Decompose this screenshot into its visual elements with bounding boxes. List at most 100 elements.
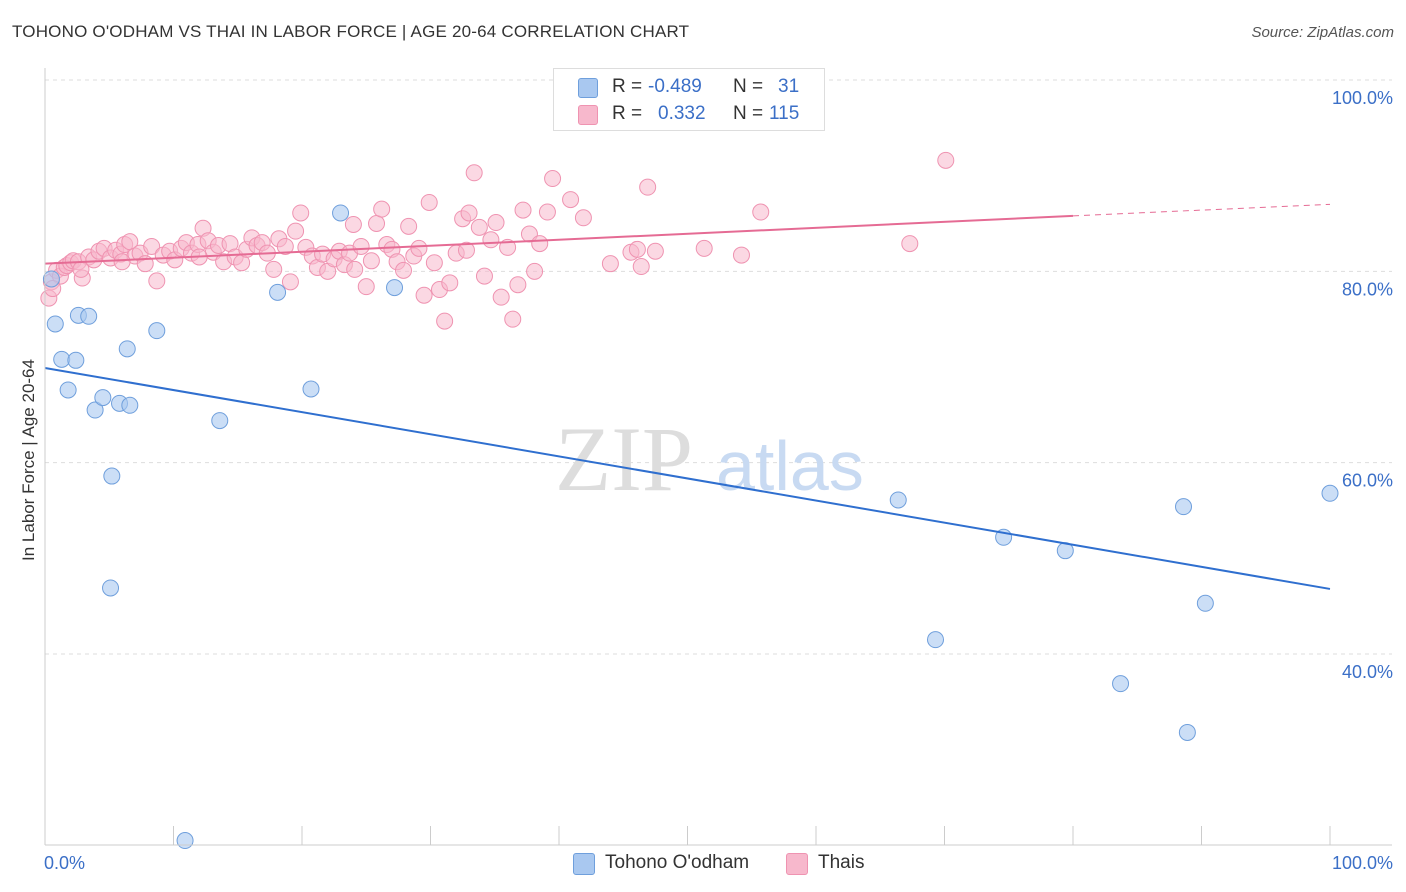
tohono-trend-line (44, 366, 1331, 590)
r-label: R = (612, 103, 643, 124)
thais-point (752, 203, 770, 221)
thais-point (287, 222, 305, 240)
thais-point (400, 217, 418, 235)
tohono-point (118, 340, 136, 358)
thais-point (509, 276, 527, 294)
tohono-point (386, 279, 404, 297)
tohono-point (302, 380, 320, 398)
thais-point (373, 200, 391, 218)
n-label: N = (733, 76, 764, 97)
thais-point (482, 231, 500, 249)
tohono-point (80, 307, 98, 325)
r-value: 0.332 (658, 103, 706, 124)
n-label: N = (733, 103, 764, 124)
tohono-point (46, 315, 64, 333)
thais-point (695, 239, 713, 257)
thais-point (460, 204, 478, 222)
thais-point (937, 151, 955, 169)
thais-point (562, 191, 580, 209)
thais-point (901, 235, 919, 253)
tohono-point (67, 351, 85, 369)
thais-point (276, 237, 294, 255)
thais-point (732, 246, 750, 264)
pink-swatch-icon (578, 105, 598, 125)
thais-point (514, 201, 532, 219)
source-label: Source: ZipAtlas.com (1251, 24, 1394, 41)
stats-row-tohono: R = -0.489 N = 31 (554, 74, 824, 100)
tohono-point (103, 467, 121, 485)
thais-point (531, 235, 549, 253)
thais-point (292, 204, 310, 222)
tohono-point (332, 204, 350, 222)
thais-point (395, 261, 413, 279)
pink-swatch-icon (786, 853, 808, 875)
thais-point (632, 258, 650, 276)
thais-point (574, 209, 592, 227)
thais-point (352, 237, 370, 255)
tohono-point (1196, 594, 1214, 612)
thais-point (538, 203, 556, 221)
r-value: -0.489 (648, 76, 702, 97)
thais-point (143, 237, 161, 255)
thais-point (470, 218, 488, 236)
thais-point (362, 252, 380, 270)
legend-label: Thais (818, 852, 865, 873)
thais-point (544, 170, 562, 188)
stats-box: R = -0.489 N = 31 R = 0.332 N = 115 (553, 68, 825, 131)
thais-point (148, 272, 166, 290)
blue-swatch-icon (573, 853, 595, 875)
thais-point (628, 240, 646, 258)
tohono-point (86, 401, 104, 419)
tohono-point (269, 283, 287, 301)
tohono-point (1178, 723, 1196, 741)
watermark: ZIP atlas (555, 408, 864, 510)
tohono-point (1112, 675, 1130, 693)
thais-point (344, 215, 362, 233)
grid-layer (45, 79, 1392, 655)
thais-point (346, 260, 364, 278)
thais-point (436, 312, 454, 330)
thais-point (526, 262, 544, 280)
thais-point (415, 286, 433, 304)
tohono-point (1321, 484, 1339, 502)
tohono-point (53, 350, 71, 368)
tohono-point (42, 270, 60, 288)
tohono-point (211, 412, 229, 430)
tohono-point (148, 322, 166, 340)
thais-point (499, 238, 517, 256)
thais-point (357, 278, 375, 296)
thais-point (368, 215, 386, 232)
chart-title: TOHONO O'ODHAM VS THAI IN LABOR FORCE | … (12, 22, 690, 41)
n-value: 115 (769, 103, 800, 124)
thais-points (40, 151, 955, 330)
legend-label: Tohono O'odham (605, 852, 750, 873)
stats-row-thais: R = 0.332 N = 115 (554, 101, 824, 127)
thais-point (601, 255, 619, 273)
y-tick-label: 80.0% (1342, 279, 1393, 299)
tohono-point (59, 381, 77, 399)
thais-point (420, 193, 438, 211)
thais-trend-line (44, 214, 1074, 265)
trend-lines (44, 203, 1331, 590)
thais-point (72, 260, 90, 278)
thais-point (113, 253, 131, 271)
thais-point (265, 260, 283, 278)
y-tick-label: 40.0% (1342, 662, 1393, 682)
x-tick-label: 100.0% (1332, 853, 1393, 873)
tohono-point (94, 389, 112, 407)
thais-point (457, 241, 475, 259)
tohono-point (176, 832, 194, 850)
blue-swatch-icon (578, 78, 598, 98)
thais-point (504, 310, 522, 328)
thais-point (281, 273, 299, 291)
tohono-point (927, 631, 945, 649)
tohono-point (102, 579, 120, 597)
thais-point (646, 242, 664, 260)
thais-point (465, 164, 483, 182)
n-value: 31 (778, 76, 800, 97)
thais-point (475, 267, 493, 285)
thais-point (487, 214, 505, 232)
y-tick-label: 100.0% (1332, 88, 1393, 108)
axes: 40.0% 60.0% 80.0% 100.0% 0.0% 100.0% (44, 68, 1393, 873)
